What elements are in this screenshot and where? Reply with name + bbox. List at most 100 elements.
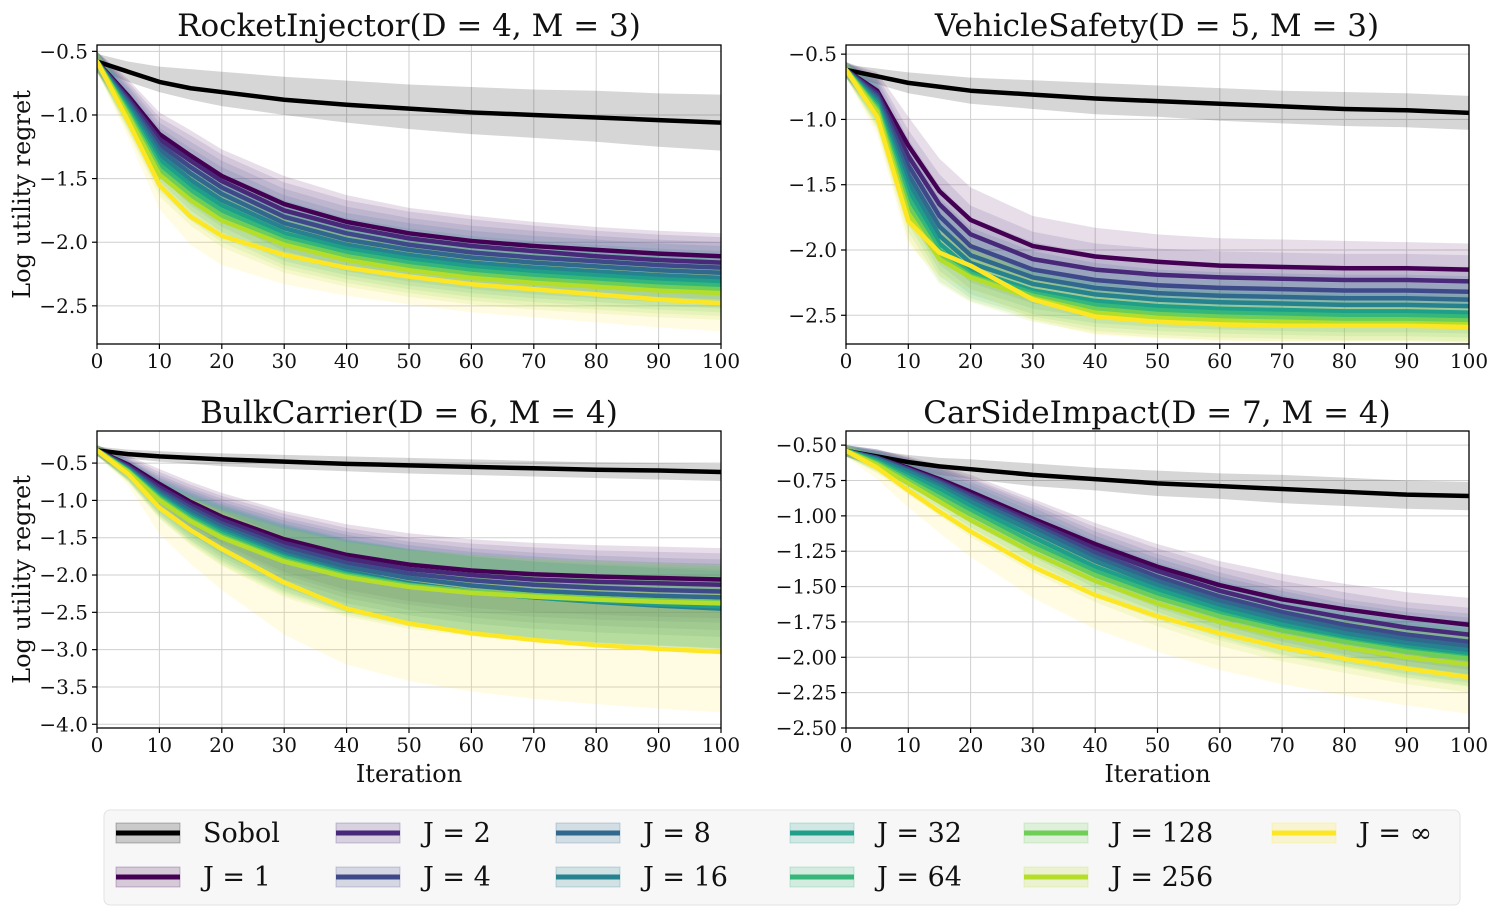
series-band-2 <box>846 445 1469 663</box>
series-band-0 <box>846 446 1469 511</box>
series-line-6 <box>846 67 1469 315</box>
y-tick-label: −1.5 <box>788 173 837 197</box>
y-tick-label: −0.5 <box>39 451 88 475</box>
x-tick-label: 70 <box>1269 349 1294 373</box>
y-tick-label: −0.50 <box>776 433 837 457</box>
legend-item: J = 8 <box>555 818 711 849</box>
x-tick-label: 0 <box>840 349 853 373</box>
y-tick-label: −3.0 <box>39 638 88 662</box>
series-line-5 <box>97 59 721 281</box>
series-line-1 <box>846 67 1469 272</box>
y-tick-label: −1.00 <box>776 504 837 528</box>
series-band-2 <box>97 51 721 290</box>
x-tick-label: 30 <box>1020 733 1045 757</box>
x-tick-label: 50 <box>396 733 421 757</box>
chart-panel-2: 0 10 20 30 40 50 60 70 80 90 100 −0.5 −1.0 −1.5 −2.0 −2… <box>788 8 1488 373</box>
y-tick-label: −2.25 <box>776 681 837 705</box>
series-line-3 <box>846 67 1469 295</box>
series-band-0 <box>846 64 1469 130</box>
x-tick-label: 50 <box>1145 733 1170 757</box>
x-tick-label: 100 <box>702 733 740 757</box>
chart-title: BulkCarrier(D = 6, M = 4) <box>200 395 618 431</box>
x-tick-label: 40 <box>334 733 359 757</box>
legend-label: J = 2 <box>420 818 491 849</box>
legend-item: J = 16 <box>555 862 728 893</box>
series-band-10 <box>846 445 1469 714</box>
series-line-0 <box>846 67 1469 116</box>
series-band-8 <box>97 51 721 317</box>
y-tick-label: −4.0 <box>39 712 88 736</box>
x-tick-label: 100 <box>1450 733 1488 757</box>
chart-title: RocketInjector(D = 4, M = 3) <box>177 8 641 44</box>
series-line-2 <box>97 448 721 587</box>
y-tick-label: −1.0 <box>39 103 88 127</box>
plot-area <box>846 445 1469 714</box>
x-tick-label: 30 <box>1020 349 1045 373</box>
legend-item: J = ∞ <box>1271 818 1432 849</box>
y-tick-label: −2.0 <box>39 563 88 587</box>
series-line-0 <box>97 59 721 125</box>
x-tick-label: 100 <box>702 349 740 373</box>
series-band-1 <box>846 61 1469 299</box>
x-tick-label: 0 <box>91 349 104 373</box>
x-tick-label: 40 <box>1082 349 1107 373</box>
x-tick-label: 10 <box>896 349 921 373</box>
x-tick-label: 10 <box>147 733 172 757</box>
legend-label: Sobol <box>203 818 280 849</box>
legend-label: J = 8 <box>640 818 711 849</box>
series-line-3 <box>97 59 721 270</box>
x-tick-label: 70 <box>521 733 546 757</box>
series-line-2 <box>97 59 721 265</box>
x-tick-label: 80 <box>1332 349 1357 373</box>
series-line-1 <box>97 59 721 259</box>
legend-label: J = 64 <box>874 862 962 893</box>
legend-item: J = 64 <box>789 862 962 893</box>
series-line-4 <box>846 67 1469 302</box>
y-tick-label: −2.5 <box>39 294 88 318</box>
y-tick-label: −0.5 <box>39 39 88 63</box>
series-band-0 <box>97 53 721 151</box>
series-line-10 <box>846 448 1469 680</box>
x-tick-label: 40 <box>334 349 359 373</box>
x-tick-label: 0 <box>840 733 853 757</box>
series-line-10 <box>97 59 721 306</box>
x-tick-label: 90 <box>1394 733 1419 757</box>
legend-label: J = 1 <box>200 862 271 893</box>
plot-area <box>846 61 1469 343</box>
x-tick-label: 60 <box>459 349 484 373</box>
y-tick-label: −1.5 <box>39 167 88 191</box>
series-line-8 <box>846 67 1469 323</box>
series-line-10 <box>846 67 1469 330</box>
series-line-6 <box>846 448 1469 657</box>
x-tick-label: 50 <box>1145 349 1170 373</box>
series-line-1 <box>97 448 721 582</box>
series-band-1 <box>846 445 1469 654</box>
series-line-4 <box>97 59 721 275</box>
legend-box <box>103 809 1461 906</box>
x-tick-label: 10 <box>896 733 921 757</box>
y-tick-label: −0.75 <box>776 469 837 493</box>
legend-item: Sobol <box>115 818 280 849</box>
series-band-9 <box>97 51 721 320</box>
series-line-5 <box>846 67 1469 309</box>
x-axis-label: Iteration <box>1104 760 1210 788</box>
chart-panel-1: 0 10 20 30 40 50 60 70 80 90 100 −0.5 −1.0 −1.5 −2.0 −2… <box>8 8 740 373</box>
series-line-9 <box>97 59 721 296</box>
x-tick-label: 20 <box>209 733 234 757</box>
legend-item: J = 256 <box>1023 862 1213 893</box>
y-tick-label: −2.0 <box>788 238 837 262</box>
y-tick-label: −2.50 <box>776 716 837 740</box>
y-tick-label: −2.00 <box>776 645 837 669</box>
series-band-10 <box>97 51 721 332</box>
x-tick-label: 60 <box>1207 733 1232 757</box>
x-tick-label: 80 <box>583 733 608 757</box>
series-band-1 <box>97 51 721 285</box>
y-tick-label: −3.5 <box>39 675 88 699</box>
x-axis-label: Iteration <box>356 760 462 788</box>
legend-item: J = 2 <box>335 818 491 849</box>
y-tick-label: −1.0 <box>39 488 88 512</box>
legend-label: J = 128 <box>1108 818 1213 849</box>
y-tick-label: −0.5 <box>788 42 837 66</box>
chart-title: CarSideImpact(D = 7, M = 4) <box>923 395 1390 431</box>
y-tick-label: −1.75 <box>776 610 837 634</box>
